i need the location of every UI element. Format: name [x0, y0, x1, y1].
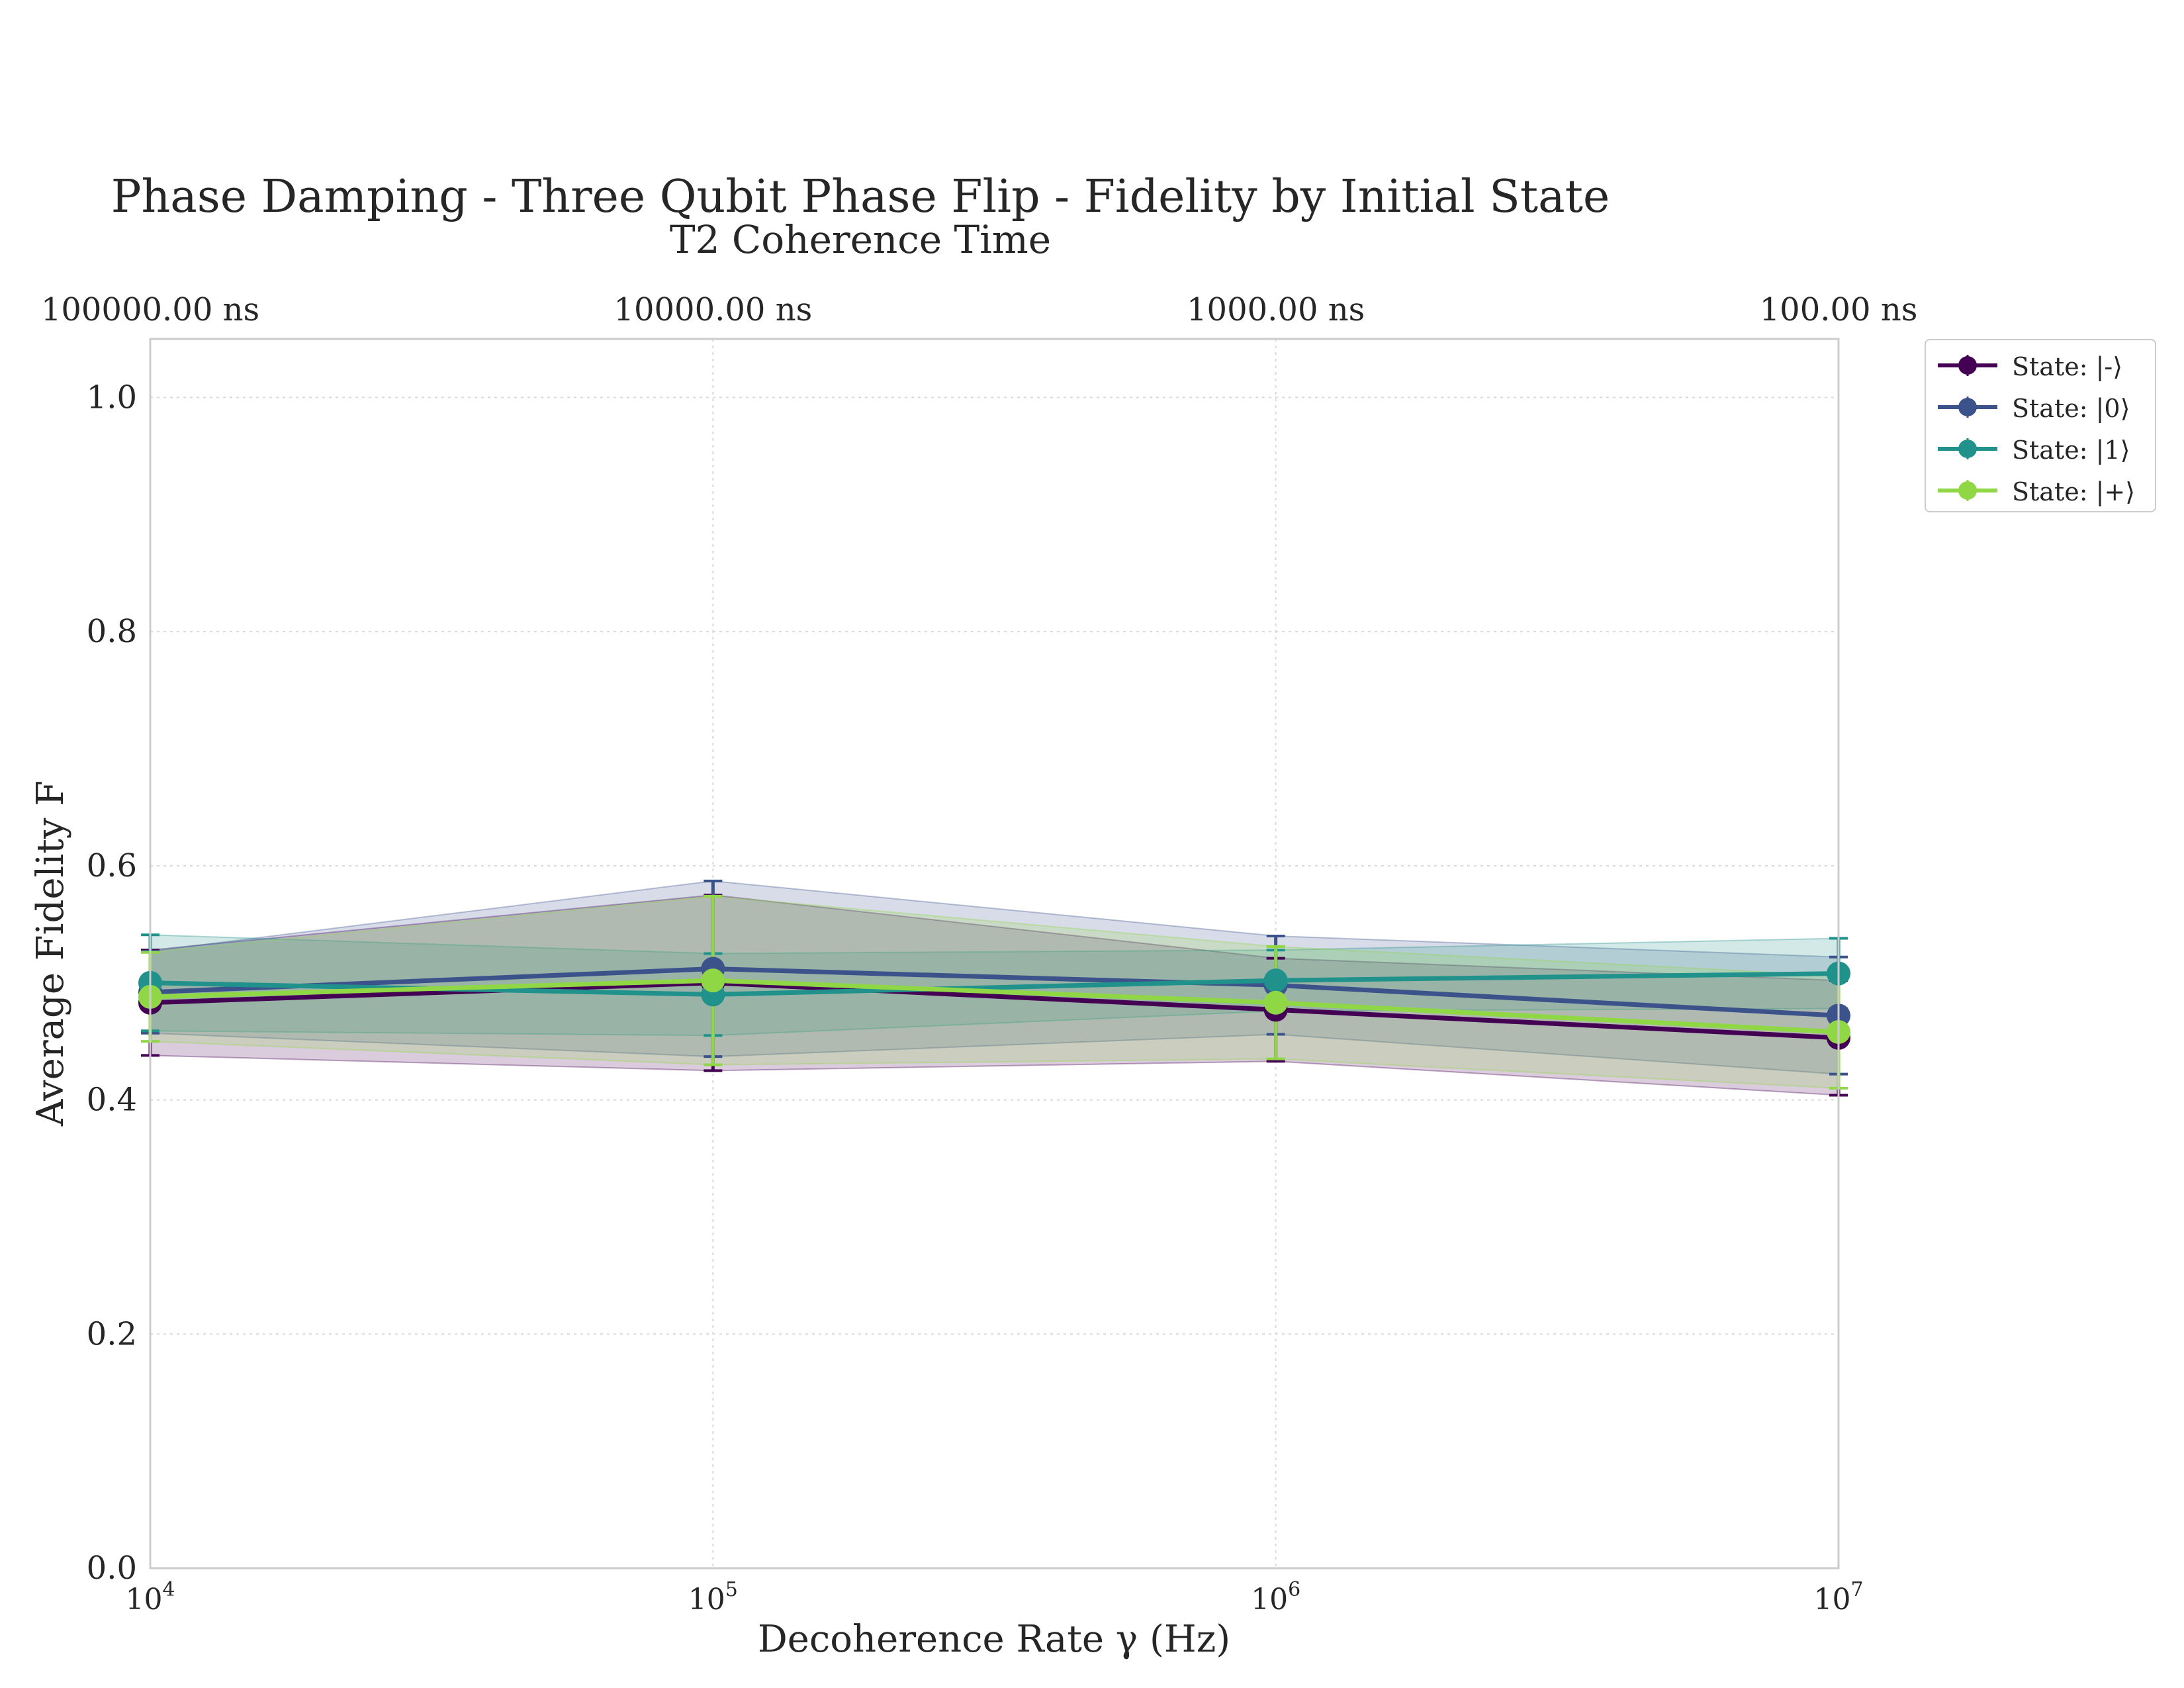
legend-label: State: |0⟩: [2012, 394, 2130, 423]
secondary-x-tick-label: 1000.00 ns: [1187, 291, 1365, 328]
y-tick-label: 0.2: [87, 1315, 137, 1352]
y-axis-label: Average Fidelity F: [29, 780, 72, 1127]
y-tick-label: 0.0: [87, 1550, 137, 1587]
legend: State: |-⟩ State: |0⟩ State: |1⟩ State: |+⟩: [1925, 339, 2156, 512]
y-tick-labels: 0.0 0.2 0.4 0.6 0.8 1.0: [87, 379, 137, 1587]
series-line: [150, 966, 1839, 1018]
secondary-x-tick-label: 100000.00 ns: [41, 291, 259, 328]
legend-swatch: [1938, 438, 1997, 459]
legend-item: State: |0⟩: [1926, 387, 2155, 427]
secondary-x-tick-labels: 100000.00 ns 10000.00 ns 1000.00 ns 100.00 …: [41, 291, 1918, 328]
y-tick-label: 0.8: [87, 613, 137, 650]
chart-title: Phase Damping - Three Qubit Phase Flip -…: [111, 171, 1610, 223]
data-point: [701, 968, 725, 993]
y-tick-label: 1.0: [87, 379, 137, 416]
legend-label: State: |+⟩: [2012, 477, 2136, 506]
legend-marker: [1958, 481, 1977, 500]
series-line: [150, 980, 1839, 1041]
series-markers: [138, 957, 1850, 1050]
series-line: [150, 978, 1839, 1035]
legend-swatch: [1938, 355, 1997, 376]
legend-item: State: |+⟩: [1926, 471, 2155, 510]
data-point: [1263, 968, 1288, 993]
series-lines: [150, 966, 1839, 1041]
secondary-x-tick-label: 100.00 ns: [1760, 291, 1918, 328]
legend-item: State: |-⟩: [1926, 346, 2155, 385]
secondary-x-tick-label: 10000.00 ns: [614, 291, 812, 328]
chart-subtitle: T2 Coherence Time: [670, 217, 1051, 262]
legend-swatch: [1938, 397, 1997, 418]
x-tick-label: 107: [1813, 1578, 1863, 1617]
legend-marker: [1958, 440, 1977, 458]
legend-marker: [1958, 356, 1977, 375]
legend-label: State: |-⟩: [2012, 352, 2123, 381]
x-tick-label: 106: [1251, 1578, 1300, 1617]
x-tick-label: 104: [125, 1578, 175, 1617]
legend-label: State: |1⟩: [2012, 436, 2130, 465]
legend-swatch: [1938, 480, 1997, 501]
y-tick-label: 0.6: [87, 847, 137, 884]
x-tick-label: 105: [688, 1578, 738, 1617]
y-tick-label: 0.4: [87, 1082, 137, 1119]
legend-marker: [1958, 398, 1977, 416]
data-point: [1263, 990, 1288, 1015]
legend-item: State: |1⟩: [1926, 429, 2155, 469]
x-tick-labels: 104 105 106 107: [125, 1578, 1863, 1617]
plot-frame: [149, 338, 1840, 1570]
x-axis-label: Decoherence Rate γ (Hz): [758, 1618, 1230, 1661]
